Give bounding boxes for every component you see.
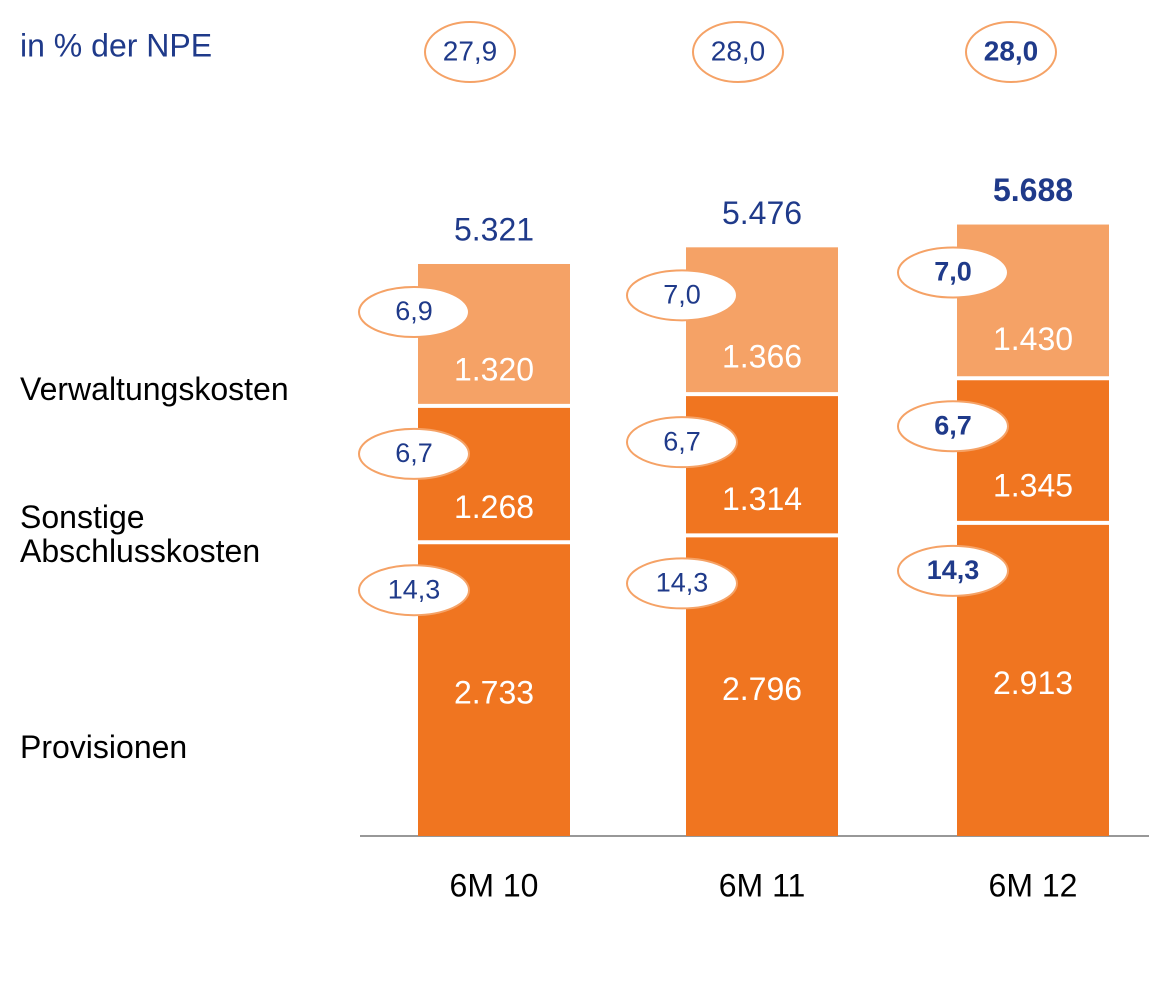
bar-segment (418, 263, 570, 406)
ratio-ellipse (692, 21, 784, 83)
ratio-label: 28,0 (711, 35, 766, 66)
series-label: Verwaltungskosten (20, 371, 289, 407)
x-tick-label: 6M 12 (989, 867, 1078, 903)
segment-label: 1.430 (993, 321, 1073, 357)
segment-ratio-label: 6,7 (395, 438, 433, 468)
x-tick-label: 6M 11 (719, 867, 806, 903)
ratio-title: in % der NPE (20, 27, 212, 63)
total-label: 5.476 (722, 195, 802, 231)
segment-label: 1.366 (722, 338, 802, 374)
segment-ratio-label: 6,7 (934, 410, 972, 440)
bar-segment (957, 378, 1109, 523)
segment-label: 2.733 (454, 674, 534, 710)
segment-ratio-label: 6,7 (663, 426, 701, 456)
ratio-label: 28,0 (984, 35, 1039, 66)
segment-label: 1.268 (454, 489, 534, 525)
total-label: 5.688 (993, 172, 1073, 208)
segment-ratio-ellipse (626, 269, 738, 322)
segment-ratio-ellipse (358, 285, 470, 338)
segment-label: 2.913 (993, 665, 1073, 701)
segment-ratio-ellipse (358, 427, 470, 480)
segment-label: 1.345 (993, 468, 1073, 504)
bar-segment (686, 394, 838, 536)
series-label: Sonstige Abschlusskosten (20, 499, 261, 569)
segment-ratio-ellipse (358, 564, 470, 617)
segment-label: 1.320 (454, 351, 534, 387)
segment-label: 2.796 (722, 671, 802, 707)
segment-ratio-label: 14,3 (388, 574, 441, 604)
segment-ratio-ellipse (897, 544, 1009, 597)
bar-segment (686, 247, 838, 395)
total-label: 5.321 (454, 211, 534, 247)
segment-label: 1.314 (722, 481, 802, 517)
ratio-ellipse (424, 21, 516, 83)
segment-ratio-ellipse (626, 557, 738, 610)
segment-ratio-ellipse (897, 246, 1009, 299)
segment-ratio-ellipse (626, 416, 738, 469)
segment-ratio-ellipse (897, 400, 1009, 453)
segment-ratio-label: 7,0 (934, 257, 972, 287)
segment-ratio-label: 14,3 (927, 555, 980, 585)
bar-segment (957, 224, 1109, 379)
segment-ratio-label: 6,9 (395, 296, 433, 326)
x-tick-label: 6M 10 (450, 867, 539, 903)
segment-ratio-label: 7,0 (663, 279, 701, 309)
series-label: Provisionen (20, 729, 188, 765)
segment-ratio-label: 14,3 (656, 568, 709, 598)
ratio-ellipse (965, 21, 1057, 83)
ratio-label: 27,9 (443, 35, 498, 66)
